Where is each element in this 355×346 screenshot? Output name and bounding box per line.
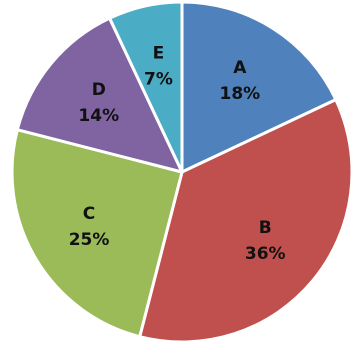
pie-slice-b <box>138 98 354 344</box>
pie-slice-value-d: 14% <box>78 106 119 126</box>
pie-slice-label-a: A <box>233 58 247 78</box>
pie-slice-e <box>108 0 184 174</box>
pie-slice-value-c: 25% <box>69 230 110 250</box>
pie-slice-label-b: B <box>259 218 272 238</box>
pie-slice-value-b: 36% <box>245 244 286 264</box>
pie-labels: A 18% B 36% C 25% D 14% E 7% <box>69 44 286 264</box>
pie-slice-c <box>10 128 184 339</box>
pie-slice-value-e: 7% <box>144 70 173 90</box>
pie-slice-value-a: 18% <box>220 84 261 104</box>
pie-slices <box>10 0 354 344</box>
pie-slice-a <box>180 0 338 174</box>
pie-slice-label-e: E <box>153 44 165 64</box>
pie-slice-label-c: C <box>83 204 95 224</box>
pie-slice-label-d: D <box>92 80 106 100</box>
pie-slice-d <box>15 16 184 174</box>
